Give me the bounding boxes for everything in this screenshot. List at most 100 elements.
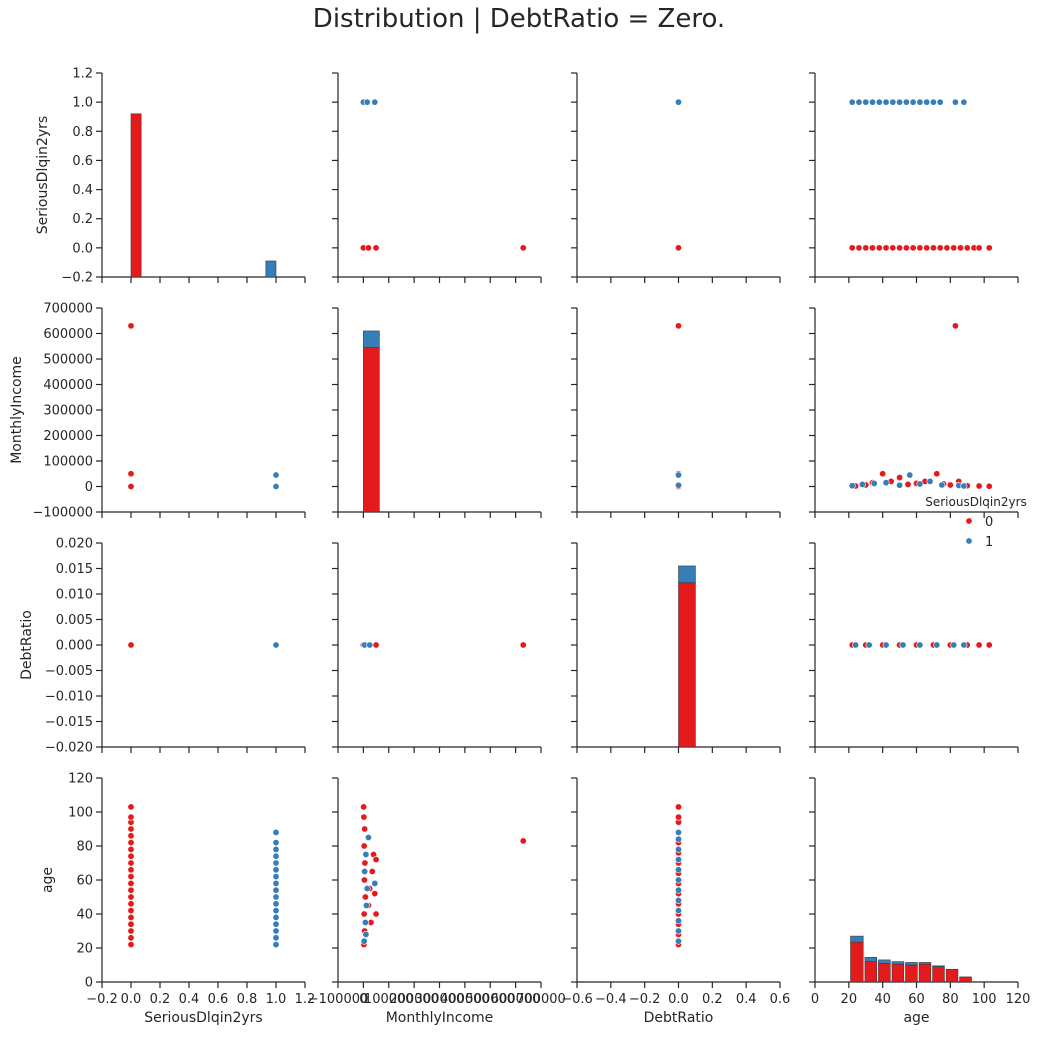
scatter-point-series-0 bbox=[127, 813, 135, 821]
x-tick-label: 100000 bbox=[364, 992, 414, 1007]
scatter-point-series-1 bbox=[363, 98, 371, 106]
scatter-point-series-1 bbox=[923, 98, 931, 106]
legend-title: SeriousDlqin2yrs bbox=[925, 495, 1027, 509]
scatter-point-series-0 bbox=[127, 879, 135, 887]
scatter-point-series-1 bbox=[882, 641, 890, 649]
scatter-point-series-0 bbox=[127, 913, 135, 921]
scatter-point-series-0 bbox=[361, 859, 369, 867]
y-tick-label: 0.010 bbox=[56, 588, 93, 603]
y-axis-label: age bbox=[40, 867, 56, 893]
x-tick-label: 0.6 bbox=[770, 992, 791, 1007]
legend-marker-1 bbox=[965, 537, 973, 545]
x-tick-label: 80 bbox=[942, 992, 959, 1007]
scatter-point-series-1 bbox=[870, 479, 878, 487]
scatter-point-series-0 bbox=[127, 322, 135, 330]
scatter-point-series-1 bbox=[906, 471, 914, 479]
scatter-point-series-1 bbox=[674, 937, 682, 945]
scatter-point-series-0 bbox=[127, 839, 135, 847]
scatter-point-series-1 bbox=[674, 471, 682, 479]
y-tick-label: 0.020 bbox=[56, 537, 93, 552]
scatter-point-series-1 bbox=[896, 481, 904, 489]
scatter-point-series-1 bbox=[848, 98, 856, 106]
scatter-point-series-0 bbox=[896, 474, 904, 482]
scatter-point-series-1 bbox=[674, 927, 682, 935]
scatter-point-series-0 bbox=[882, 244, 890, 252]
scatter-point-series-0 bbox=[360, 813, 368, 821]
scatter-point-series-1 bbox=[674, 896, 682, 904]
x-tick-label: 0.2 bbox=[150, 992, 171, 1007]
scatter-point-series-1 bbox=[272, 845, 280, 853]
histogram-bar-series-1 bbox=[850, 935, 864, 943]
x-tick-label: 0.2 bbox=[702, 992, 723, 1007]
scatter-point-series-1 bbox=[926, 477, 934, 485]
y-tick-label: 200000 bbox=[43, 429, 93, 444]
scatter-point-series-1 bbox=[364, 833, 372, 841]
scatter-point-series-0 bbox=[127, 825, 135, 833]
x-tick-label: 100 bbox=[972, 992, 997, 1007]
y-tick-label: 600000 bbox=[43, 327, 93, 342]
histogram-bar-series-0 bbox=[945, 968, 959, 983]
histogram-bar-series-0 bbox=[864, 961, 878, 983]
scatter-point-series-1 bbox=[272, 839, 280, 847]
scatter-point-series-0 bbox=[361, 893, 369, 901]
histogram-bar-series-0 bbox=[878, 962, 891, 983]
x-tick-label: 0.0 bbox=[121, 992, 142, 1007]
scatter-point-series-0 bbox=[896, 244, 904, 252]
scatter-point-series-0 bbox=[946, 481, 954, 489]
histogram-bar-series-0 bbox=[891, 963, 905, 983]
scatter-point-series-0 bbox=[889, 244, 897, 252]
histogram-bar-series-1 bbox=[265, 260, 277, 278]
scatter-point-series-1 bbox=[272, 920, 280, 928]
scatter-point-series-1 bbox=[360, 937, 368, 945]
scatter-point-series-0 bbox=[916, 244, 924, 252]
scatter-point-series-1 bbox=[674, 98, 682, 106]
x-tick-label: −0.2 bbox=[86, 992, 118, 1007]
scatter-point-series-1 bbox=[272, 866, 280, 874]
scatter-point-series-0 bbox=[127, 900, 135, 908]
y-tick-label: 60 bbox=[76, 874, 93, 889]
scatter-point-series-1 bbox=[916, 98, 924, 106]
x-tick-label: 120 bbox=[1006, 992, 1031, 1007]
scatter-point-series-1 bbox=[272, 828, 280, 836]
legend-marker-0 bbox=[965, 517, 973, 525]
scatter-point-series-1 bbox=[951, 98, 959, 106]
scatter-point-series-1 bbox=[674, 866, 682, 874]
scatter-point-series-1 bbox=[272, 471, 280, 479]
scatter-point-series-0 bbox=[372, 244, 380, 252]
scatter-point-series-1 bbox=[272, 934, 280, 942]
scatter-point-series-1 bbox=[272, 893, 280, 901]
scatter-point-series-1 bbox=[950, 641, 958, 649]
scatter-point-series-0 bbox=[875, 244, 883, 252]
histogram-bar-series-0 bbox=[678, 582, 696, 748]
scatter-point-series-1 bbox=[272, 913, 280, 921]
y-tick-label: −0.2 bbox=[61, 271, 93, 286]
x-tick-label: 40 bbox=[874, 992, 891, 1007]
histogram-bar-series-0 bbox=[850, 941, 864, 983]
scatter-point-series-0 bbox=[127, 941, 135, 949]
scatter-point-series-0 bbox=[519, 837, 527, 845]
scatter-point-series-0 bbox=[674, 244, 682, 252]
y-tick-label: −0.020 bbox=[45, 741, 93, 756]
scatter-point-series-1 bbox=[362, 930, 370, 938]
scatter-point-series-1 bbox=[674, 886, 682, 894]
scatter-point-series-0 bbox=[127, 803, 135, 811]
scatter-point-series-0 bbox=[963, 244, 971, 252]
x-tick-label: 60 bbox=[908, 992, 925, 1007]
scatter-point-series-0 bbox=[127, 641, 135, 649]
scatter-point-series-1 bbox=[674, 907, 682, 915]
scatter-point-series-1 bbox=[272, 886, 280, 894]
scatter-point-series-1 bbox=[858, 480, 866, 488]
y-tick-label: 0.0 bbox=[72, 241, 93, 256]
scatter-point-series-1 bbox=[862, 98, 870, 106]
scatter-point-series-0 bbox=[360, 842, 368, 850]
y-tick-label: 120 bbox=[68, 772, 93, 787]
scatter-point-series-1 bbox=[272, 927, 280, 935]
x-tick-label: 0 bbox=[811, 992, 819, 1007]
x-tick-label: −0.6 bbox=[561, 992, 593, 1007]
scatter-point-series-1 bbox=[371, 879, 379, 887]
histogram-bar-series-1 bbox=[918, 962, 932, 965]
x-tick-label: 500000 bbox=[465, 992, 515, 1007]
scatter-point-series-0 bbox=[956, 244, 964, 252]
y-tick-label: 400000 bbox=[43, 378, 93, 393]
scatter-point-series-1 bbox=[272, 852, 280, 860]
